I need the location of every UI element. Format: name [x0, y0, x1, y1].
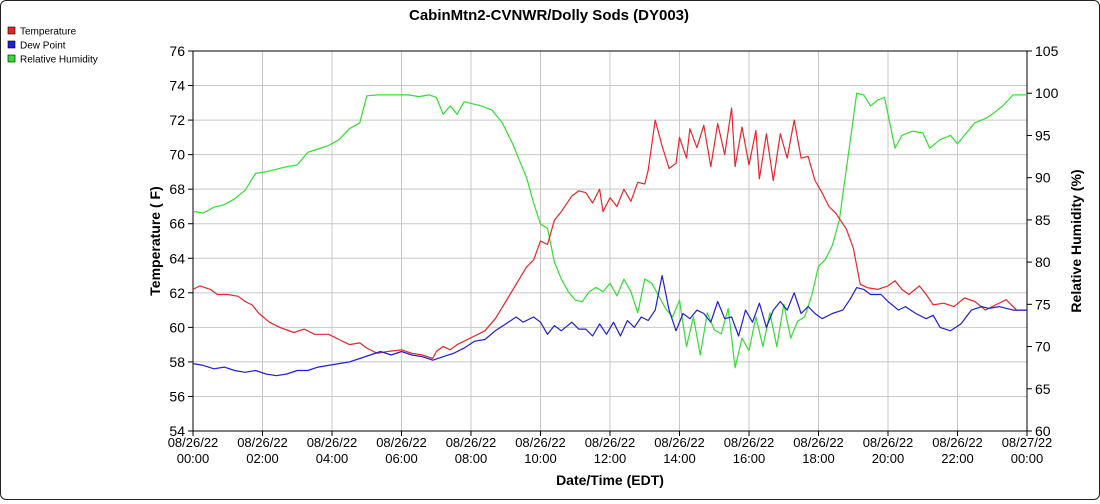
- x-tick-date-label: 08/26/22: [932, 435, 983, 450]
- legend-swatch-relative-humidity: [7, 54, 16, 63]
- y-axis-right-ticks: 60 65 70 75 80 85 90 95 100 105: [1027, 43, 1059, 439]
- y-right-tick-label: 100: [1035, 85, 1059, 101]
- y-left-tick-label: 68: [169, 181, 185, 197]
- x-tick-time-label: 14:00: [663, 451, 696, 466]
- legend-label-dew-point: Dew Point: [20, 41, 66, 52]
- x-tick-time-label: 18:00: [802, 451, 835, 466]
- y-left-tick-label: 74: [169, 78, 185, 94]
- y-left-tick-label: 60: [169, 319, 185, 335]
- y-right-tick-label: 85: [1035, 212, 1051, 228]
- x-axis-ticks: 08/26/2200:0008/26/2202:0008/26/2204:000…: [168, 431, 1053, 466]
- x-tick-date-label: 08/26/22: [863, 435, 914, 450]
- legend-swatch-dew-point: [7, 40, 16, 49]
- x-tick-time-label: 08:00: [455, 451, 488, 466]
- x-tick-time-label: 20:00: [872, 451, 905, 466]
- x-tick-date-label: 08/26/22: [585, 435, 636, 450]
- x-tick-date-label: 08/26/22: [793, 435, 844, 450]
- y-right-tick-label: 90: [1035, 170, 1051, 186]
- y-axis-left-ticks: 54 56 58 60 62 64 66 68 70 72 74 76: [169, 43, 193, 439]
- x-tick-time-label: 22:00: [941, 451, 974, 466]
- x-tick-date-label: 08/27/22: [1002, 435, 1053, 450]
- y-left-tick-label: 62: [169, 285, 185, 301]
- chart-title: CabinMtn2-CVNWR/Dolly Sods (DY003): [409, 7, 689, 24]
- x-tick-time-label: 00:00: [177, 451, 210, 466]
- y-right-tick-label: 75: [1035, 296, 1051, 312]
- y-left-tick-label: 70: [169, 147, 185, 163]
- y-right-tick-label: 80: [1035, 254, 1051, 270]
- x-tick-date-label: 08/26/22: [376, 435, 427, 450]
- y-right-tick-label: 65: [1035, 381, 1051, 397]
- y-left-tick-label: 54: [169, 423, 185, 439]
- y-right-tick-label: 60: [1035, 423, 1051, 439]
- y-axis-left-label: Temperature ( F): [147, 186, 163, 295]
- x-tick-date-label: 08/26/22: [724, 435, 775, 450]
- series-lines: [192, 92, 1027, 377]
- y-left-tick-label: 58: [169, 354, 185, 370]
- legend-label-temperature: Temperature: [20, 27, 77, 38]
- x-tick-time-label: 00:00: [1011, 451, 1044, 466]
- y-right-tick-label: 95: [1035, 127, 1051, 143]
- y-left-tick-label: 64: [169, 250, 185, 266]
- x-tick-date-label: 08/26/22: [307, 435, 358, 450]
- y-left-tick-label: 76: [169, 43, 185, 59]
- x-tick-time-label: 02:00: [246, 451, 279, 466]
- x-tick-date-label: 08/26/22: [237, 435, 288, 450]
- x-tick-time-label: 12:00: [594, 451, 627, 466]
- legend-label-relative-humidity: Relative Humidity: [20, 55, 98, 66]
- x-tick-date-label: 08/26/22: [654, 435, 705, 450]
- y-left-tick-label: 72: [169, 112, 185, 128]
- grid-lines: [192, 50, 1028, 432]
- x-tick-date-label: 08/26/22: [515, 435, 566, 450]
- x-tick-time-label: 06:00: [385, 451, 418, 466]
- y-left-tick-label: 56: [169, 388, 185, 404]
- y-axis-right-label: Relative Humidity (%): [1068, 169, 1084, 312]
- y-right-tick-label: 70: [1035, 339, 1051, 355]
- series-line-relative-humidity: [192, 92, 1027, 369]
- legend-swatch-temperature: [7, 26, 16, 35]
- x-tick-time-label: 10:00: [524, 451, 557, 466]
- series-line-dew-point: [192, 274, 1027, 377]
- x-tick-time-label: 16:00: [733, 451, 766, 466]
- y-right-tick-label: 105: [1035, 43, 1059, 59]
- x-tick-date-label: 08/26/22: [168, 435, 219, 450]
- y-left-tick-label: 66: [169, 216, 185, 232]
- legend: Temperature Dew Point Relative Humidity: [7, 26, 98, 66]
- x-axis-label: Date/Time (EDT): [556, 472, 664, 488]
- series-line-temperature: [192, 107, 1027, 360]
- x-tick-time-label: 04:00: [316, 451, 349, 466]
- x-tick-date-label: 08/26/22: [446, 435, 497, 450]
